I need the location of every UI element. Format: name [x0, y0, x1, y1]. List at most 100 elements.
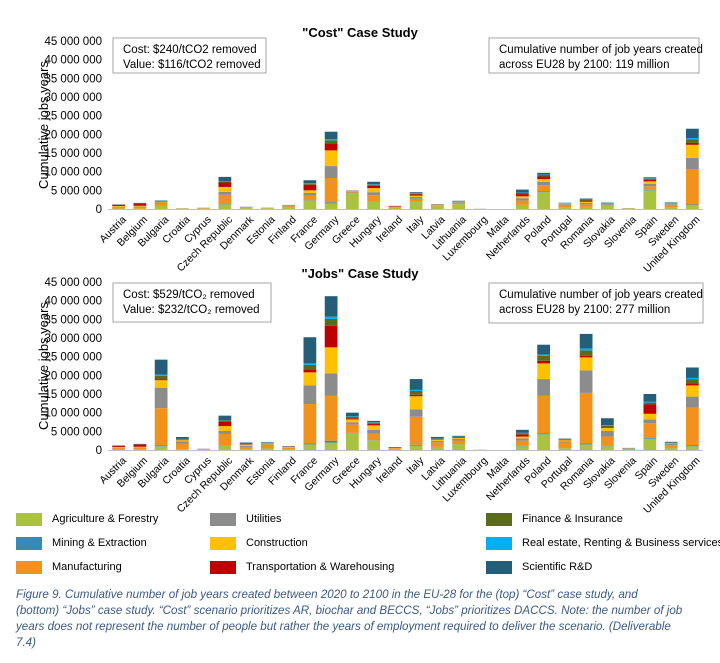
- bar-segment-bulgaria-manufacturing: [154, 408, 168, 446]
- bar-segment-estonia-scientific-r-d: [261, 442, 274, 444]
- bar-segment-latvia-agriculture-forestry: [431, 206, 444, 209]
- bar-segment-bulgaria-construction: [154, 201, 168, 203]
- bar-segment-austria-construction: [112, 446, 125, 448]
- bar-segment-poland-construction: [537, 179, 550, 182]
- bar-segment-romania-construction: [579, 201, 593, 203]
- bar-segment-bulgaria-utilities: [154, 387, 168, 409]
- bar-segment-spain-construction: [643, 181, 657, 184]
- bar-segment-netherlands-manufacturing: [516, 440, 529, 446]
- bar-segment-romania-mining-extraction: [579, 443, 593, 445]
- bar-segment-france-finance-insurance: [303, 364, 317, 370]
- bar-segment-united-kingdom-utilities: [686, 396, 699, 408]
- annotation-text: Cumulative number of job years created: [499, 289, 703, 301]
- caption-line: 7.4): [16, 636, 36, 649]
- bar-segment-latvia-manufacturing: [431, 442, 444, 447]
- bar-segment-hungary-transportation-warehousing: [367, 423, 380, 426]
- annotation-text: across EU28 by 2100: 119 million: [499, 59, 669, 71]
- bar-segment-hungary-finance-insurance: [367, 184, 380, 186]
- bar-segment-romania-finance-insurance: [579, 350, 593, 356]
- bar-segment-poland-utilities: [537, 379, 550, 396]
- bar-segment-sweden-utilities: [664, 443, 678, 446]
- bar-segment-czech-republic-manufacturing: [218, 433, 232, 446]
- bar-segment-germany-agriculture-forestry: [324, 442, 338, 450]
- bar-segment-poland-finance-insurance: [537, 175, 550, 177]
- bar-segment-belgium-manufacturing: [133, 206, 147, 209]
- y-tick-label: 0: [96, 445, 102, 457]
- bar-segment-poland-agriculture-forestry: [537, 192, 550, 209]
- bar-segment-finland-agriculture-forestry: [282, 207, 295, 209]
- bar-segment-spain-real-estate-renting-business-services: [643, 401, 657, 403]
- bar-segment-spain-scientific-r-d: [643, 177, 657, 179]
- bar-segment-germany-real-estate-renting-business-services: [324, 316, 338, 319]
- bar-segment-greece-construction: [346, 191, 359, 192]
- bar-segment-greece-agriculture-forestry: [346, 433, 359, 450]
- bar-segment-germany-transportation-warehousing: [324, 143, 338, 151]
- bar-segment-ireland-manufacturing: [388, 207, 402, 209]
- bar-segment-estonia-utilities: [261, 444, 274, 446]
- bar-segment-greece-manufacturing: [346, 192, 359, 194]
- bar-segment-poland-transportation-warehousing: [537, 360, 550, 364]
- bar-segment-spain-manufacturing: [643, 423, 657, 439]
- bar-segment-czech-republic-scientific-r-d: [218, 176, 232, 181]
- bar-segment-france-scientific-r-d: [303, 337, 317, 364]
- bar-segment-spain-construction: [643, 413, 657, 420]
- bar-segment-austria-transportation-warehousing: [112, 204, 125, 206]
- bar-segment-finland-manufacturing: [282, 447, 295, 450]
- bar-segment-hungary-finance-insurance: [367, 422, 380, 424]
- bar-segment-latvia-construction: [431, 439, 444, 441]
- legend-item-scientific-r-d: Scientific R&D: [486, 560, 592, 574]
- annotation-box-top-left: Cost: $240/tCO2 removed Value: $116/tCO2 …: [112, 37, 267, 74]
- bar-segment-slovenia-manufacturing: [622, 448, 635, 450]
- y-axis-label: Cumulative jobs years: [36, 302, 51, 430]
- bar-segment-spain-mining-extraction: [643, 438, 657, 439]
- bar-segment-portugal-utilities: [558, 204, 572, 205]
- bar-segment-hungary-agriculture-forestry: [367, 440, 380, 450]
- bar-segment-france-agriculture-forestry: [303, 200, 317, 209]
- bar-segment-hungary-scientific-r-d: [367, 420, 380, 423]
- bar-segment-france-manufacturing: [303, 404, 317, 444]
- bar-segment-poland-finance-insurance: [537, 355, 550, 361]
- chart-title: "Cost" Case Study: [302, 25, 418, 40]
- bar-segment-slovakia-agriculture-forestry: [601, 206, 614, 209]
- legend-item-finance-insurance: Finance & Insurance: [486, 512, 623, 526]
- bar-segment-czech-republic-manufacturing: [218, 194, 232, 205]
- y-tick-label: 5 000 000: [51, 185, 102, 197]
- bar-segment-estonia-agriculture-forestry: [261, 208, 274, 209]
- bar-segment-poland-utilities: [537, 181, 550, 186]
- bar-segment-germany-mining-extraction: [324, 202, 338, 204]
- bar-segment-germany-construction: [324, 150, 338, 167]
- bar-segment-netherlands-scientific-r-d: [516, 429, 529, 433]
- bar-segment-united-kingdom-construction: [686, 385, 699, 397]
- bar-segment-estonia-agriculture-forestry: [261, 448, 274, 450]
- y-tick-label: 40 000 000: [44, 296, 102, 308]
- bar-segment-greece-agriculture-forestry: [346, 193, 359, 209]
- bar-segment-czech-republic-finance-insurance: [218, 181, 232, 183]
- figure-caption: Figure 9. Cumulative number of job years…: [16, 587, 708, 651]
- legend-swatch: [16, 512, 42, 526]
- bar-segment-spain-transportation-warehousing: [643, 404, 657, 414]
- bar-segment-poland-construction: [537, 363, 550, 380]
- bar-segment-lithuania-agriculture-forestry: [452, 444, 465, 450]
- bar-segment-united-kingdom-manufacturing: [686, 169, 699, 205]
- bar-segment-romania-agriculture-forestry: [579, 444, 593, 450]
- bar-segment-germany-scientific-r-d: [324, 296, 338, 317]
- bar-segment-greece-utilities: [346, 191, 359, 193]
- bar-segment-estonia-construction: [261, 443, 274, 445]
- bar-segment-czech-republic-construction: [218, 186, 232, 192]
- bar-segment-france-mining-extraction: [303, 443, 317, 445]
- bar-segment-portugal-agriculture-forestry: [558, 448, 572, 450]
- annotation-text: Cost: $240/tCO2 removed: [123, 44, 257, 56]
- bar-segment-germany-finance-insurance: [324, 140, 338, 144]
- legend-item-agriculture-forestry: Agriculture & Forestry: [16, 512, 158, 526]
- bar-segment-italy-manufacturing: [409, 416, 423, 445]
- bar-segment-latvia-finance-insurance: [431, 438, 444, 440]
- bar-segment-croatia-agriculture-forestry: [176, 449, 189, 450]
- bar-segment-greece-finance-insurance: [346, 416, 359, 419]
- legend-swatch: [486, 536, 512, 550]
- bar-segment-denmark-agriculture-forestry: [239, 449, 253, 450]
- bar-segment-greece-transportation-warehousing: [346, 418, 359, 420]
- annotation-text: Value: $232/tCO₂ removed: [123, 304, 260, 316]
- bar-segment-hungary-manufacturing: [367, 433, 380, 441]
- bar-segment-czech-republic-scientific-r-d: [218, 415, 232, 421]
